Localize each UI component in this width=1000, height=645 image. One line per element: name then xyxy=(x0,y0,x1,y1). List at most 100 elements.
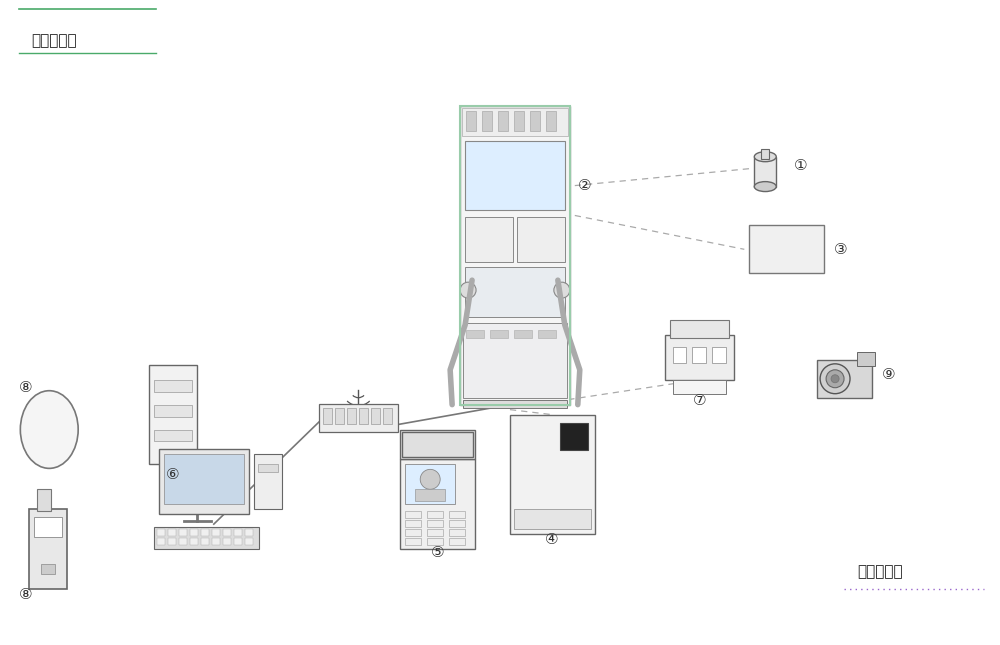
Bar xyxy=(41,564,55,574)
Bar xyxy=(427,511,443,518)
Bar xyxy=(510,415,595,534)
Bar xyxy=(223,529,231,536)
Text: ①: ① xyxy=(794,158,808,173)
Bar xyxy=(201,538,209,545)
Bar xyxy=(157,538,165,545)
Bar xyxy=(190,538,198,545)
Bar xyxy=(212,529,220,536)
Bar xyxy=(179,538,187,545)
Bar xyxy=(159,450,249,514)
Bar xyxy=(245,538,253,545)
Text: 加气站出口: 加气站出口 xyxy=(857,564,903,579)
Bar xyxy=(560,422,588,450)
Bar xyxy=(383,408,392,424)
Bar xyxy=(673,347,686,363)
Bar xyxy=(29,509,67,589)
Bar xyxy=(465,267,565,317)
Bar xyxy=(154,527,259,549)
Bar xyxy=(427,529,443,536)
Bar xyxy=(466,111,476,131)
Ellipse shape xyxy=(754,152,776,162)
Text: ②: ② xyxy=(578,178,591,193)
Text: ⑧: ⑧ xyxy=(19,380,33,395)
Bar xyxy=(460,106,570,404)
Bar xyxy=(449,511,465,518)
Bar xyxy=(223,538,231,545)
Circle shape xyxy=(460,282,476,298)
Bar xyxy=(517,217,565,263)
Bar xyxy=(258,464,278,472)
Bar xyxy=(405,538,421,545)
Bar xyxy=(149,365,197,464)
Bar xyxy=(761,149,769,159)
Bar xyxy=(400,430,475,459)
Bar xyxy=(692,347,706,363)
Text: ⑨: ⑨ xyxy=(882,367,896,382)
Bar xyxy=(482,111,492,131)
Bar xyxy=(749,225,824,273)
Bar xyxy=(154,404,192,417)
Ellipse shape xyxy=(754,182,776,192)
Bar xyxy=(463,400,567,408)
Bar xyxy=(201,529,209,536)
Bar xyxy=(754,157,776,186)
Bar xyxy=(400,459,475,549)
Text: ⑦: ⑦ xyxy=(693,393,706,408)
Bar xyxy=(673,380,726,393)
Bar xyxy=(427,538,443,545)
Bar xyxy=(463,323,567,398)
Bar xyxy=(405,529,421,536)
Circle shape xyxy=(420,470,440,490)
Bar xyxy=(460,106,570,404)
Bar xyxy=(415,490,445,501)
Bar xyxy=(371,408,380,424)
Circle shape xyxy=(831,375,839,382)
Bar xyxy=(168,529,176,536)
Polygon shape xyxy=(402,432,473,457)
Bar xyxy=(157,529,165,536)
Bar xyxy=(34,517,62,537)
Bar xyxy=(164,455,244,504)
Bar xyxy=(254,455,282,509)
Bar xyxy=(347,408,356,424)
Bar xyxy=(465,217,513,263)
Text: ⑥: ⑥ xyxy=(166,468,180,482)
Text: ⑤: ⑤ xyxy=(430,545,444,560)
Bar xyxy=(179,529,187,536)
Circle shape xyxy=(554,282,570,298)
Bar xyxy=(670,320,729,338)
Bar xyxy=(530,111,540,131)
Bar xyxy=(405,464,455,504)
Bar xyxy=(462,108,568,136)
Bar xyxy=(449,529,465,536)
Bar xyxy=(359,408,368,424)
Bar xyxy=(449,538,465,545)
Bar xyxy=(490,330,508,338)
Bar xyxy=(514,111,524,131)
Text: ⑧: ⑧ xyxy=(19,587,33,602)
Bar xyxy=(665,335,734,380)
Circle shape xyxy=(820,364,850,393)
Bar xyxy=(245,529,253,536)
Bar xyxy=(465,141,565,210)
Bar xyxy=(319,404,398,432)
Bar xyxy=(190,529,198,536)
Text: ③: ③ xyxy=(834,242,848,257)
Text: ④: ④ xyxy=(545,532,559,547)
Bar xyxy=(466,330,484,338)
Bar xyxy=(712,347,726,363)
Bar xyxy=(405,511,421,518)
Text: 加气站进口: 加气站进口 xyxy=(31,34,77,48)
Bar xyxy=(817,360,872,398)
Bar xyxy=(335,408,344,424)
Bar xyxy=(212,538,220,545)
Bar xyxy=(168,538,176,545)
Ellipse shape xyxy=(20,391,78,468)
Bar xyxy=(154,380,192,392)
Bar xyxy=(234,538,242,545)
Bar xyxy=(234,529,242,536)
Bar xyxy=(498,111,508,131)
Bar xyxy=(154,430,192,441)
Bar xyxy=(514,330,532,338)
Bar xyxy=(323,408,332,424)
